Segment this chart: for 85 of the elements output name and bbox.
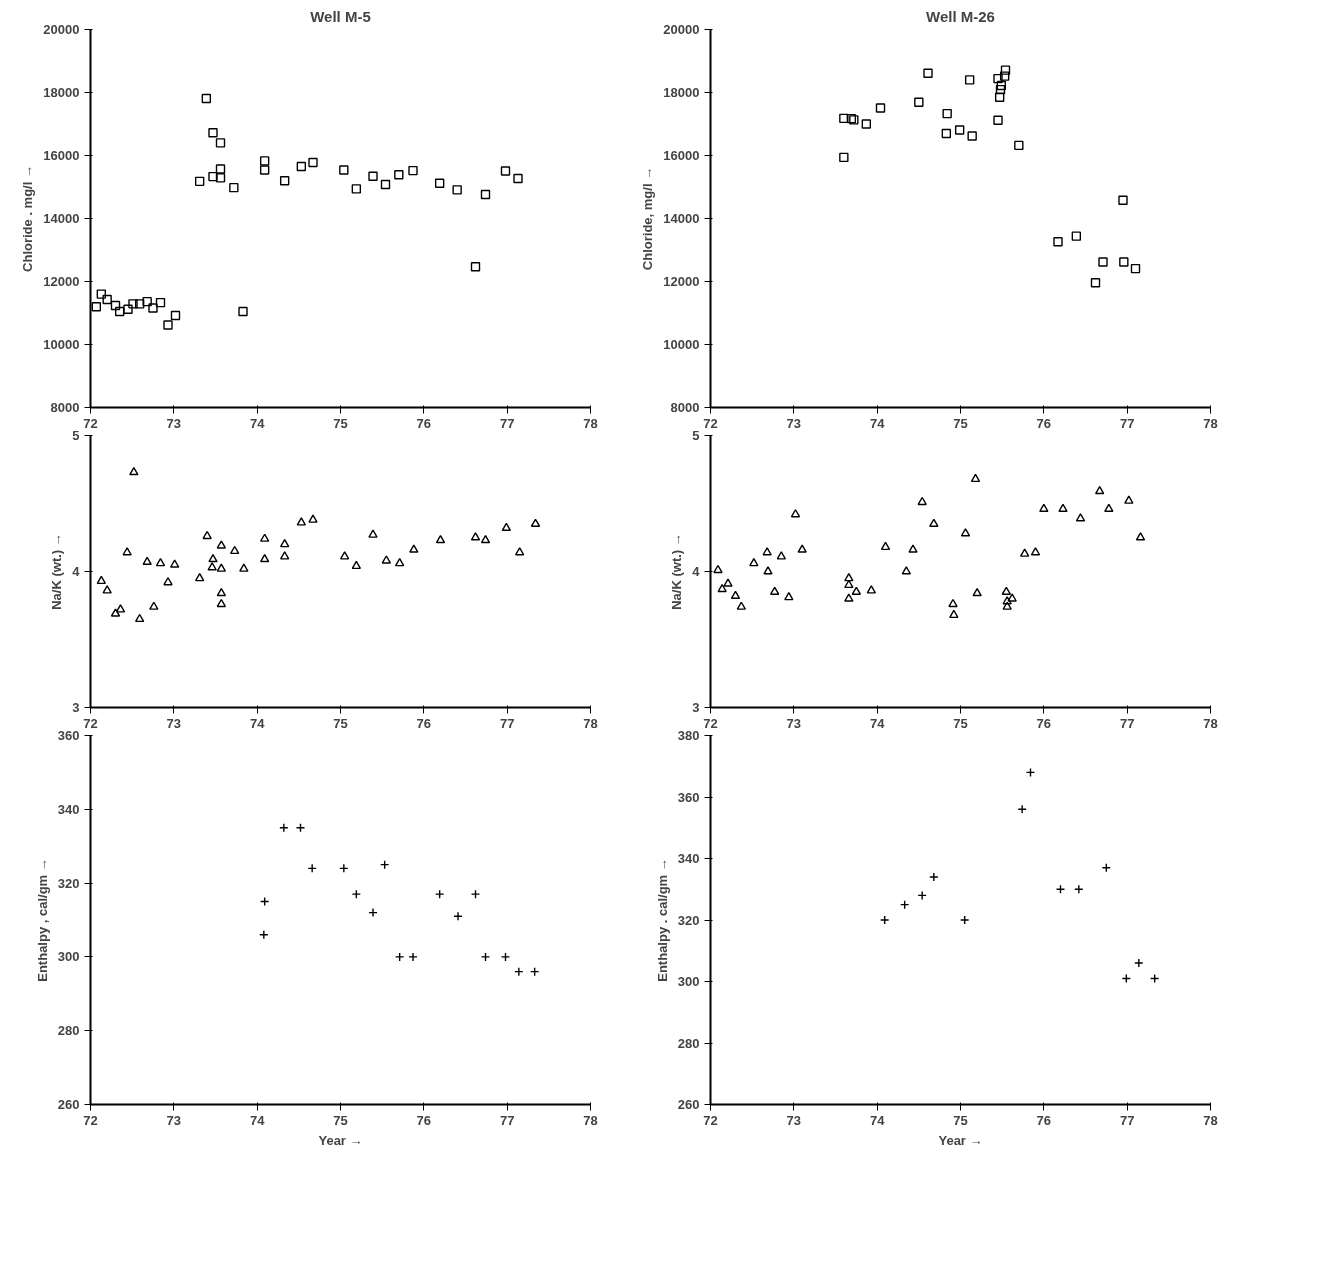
x-tick-label: 75 xyxy=(953,1112,968,1128)
x-tick-label: 73 xyxy=(786,715,802,731)
x-tick-label: 74 xyxy=(249,415,266,431)
y-tick-label: 5 xyxy=(692,428,700,443)
y-tick-label: 16000 xyxy=(663,148,700,163)
y-tick-label: 10000 xyxy=(663,337,700,352)
y-tick-label: 12000 xyxy=(663,274,700,289)
y-tick-label: 3 xyxy=(692,700,700,715)
x-tick-label: 77 xyxy=(499,1112,515,1128)
x-tick-label: 75 xyxy=(333,415,348,431)
x-tick-label: 77 xyxy=(499,415,515,431)
x-tick-label: 73 xyxy=(166,715,182,731)
y-tick-label: 280 xyxy=(677,1035,700,1051)
y-tick-label: 360 xyxy=(677,789,700,805)
y-axis-title: Na/K (wt.) → xyxy=(669,533,685,610)
x-tick-label: 76 xyxy=(1036,1112,1052,1128)
y-tick-label: 260 xyxy=(677,1097,700,1112)
x-tick-label: 74 xyxy=(869,1112,886,1128)
y-axis-title: Chloride, mg/l → xyxy=(640,166,656,271)
chart-title: Well M-5 xyxy=(310,7,371,25)
y-tick-label: 16000 xyxy=(43,148,80,163)
x-tick-label: 76 xyxy=(416,1112,432,1128)
x-tick-label: 75 xyxy=(953,415,968,431)
x-tick-label: 78 xyxy=(583,715,598,731)
y-tick-label: 5 xyxy=(72,428,80,443)
x-tick-label: 77 xyxy=(1119,415,1135,431)
chart-title: Well M-26 xyxy=(926,7,995,25)
y-tick-label: 12000 xyxy=(43,274,80,289)
y-tick-label: 20000 xyxy=(663,22,700,37)
y-tick-label: 320 xyxy=(57,875,80,891)
y-tick-label: 10000 xyxy=(43,337,80,352)
x-tick-label: 72 xyxy=(703,1112,718,1128)
y-axis-title: Chloride . mg/l → xyxy=(20,165,36,272)
x-tick-label: 74 xyxy=(869,715,886,731)
x-tick-label: 72 xyxy=(83,715,98,731)
y-tick-label: 260 xyxy=(57,1097,80,1112)
x-tick-label: 74 xyxy=(249,1112,266,1128)
x-tick-label: 73 xyxy=(786,415,802,431)
y-axis-title: Na/K (wt.) → xyxy=(49,533,65,610)
y-tick-label: 280 xyxy=(57,1023,80,1039)
x-tick-label: 73 xyxy=(166,1112,182,1128)
y-tick-label: 300 xyxy=(57,949,80,965)
x-tick-label: 73 xyxy=(786,1112,802,1128)
y-tick-label: 360 xyxy=(57,728,80,743)
x-axis-title: Year → xyxy=(938,1132,983,1148)
x-tick-label: 76 xyxy=(1036,715,1052,731)
y-axis-title: Enthalpy , cal/gm → xyxy=(34,858,50,982)
x-tick-label: 77 xyxy=(499,715,515,731)
x-tick-label: 72 xyxy=(83,415,98,431)
y-tick-label: 14000 xyxy=(663,211,700,226)
x-tick-label: 78 xyxy=(1203,1112,1218,1128)
x-axis-title: Year → xyxy=(318,1132,363,1148)
y-tick-label: 20000 xyxy=(43,22,80,37)
y-tick-label: 4 xyxy=(72,564,81,579)
x-tick-label: 78 xyxy=(583,415,598,431)
y-tick-label: 8000 xyxy=(670,400,700,415)
x-tick-label: 75 xyxy=(333,715,348,731)
y-tick-label: 340 xyxy=(57,801,80,817)
y-axis-title: Enthalpy . cal/gm → xyxy=(654,858,670,982)
x-tick-label: 76 xyxy=(416,415,432,431)
y-tick-label: 340 xyxy=(677,851,700,866)
y-tick-label: 18000 xyxy=(43,85,80,100)
x-tick-label: 75 xyxy=(333,1112,348,1128)
y-tick-label: 320 xyxy=(677,912,700,928)
y-tick-label: 3 xyxy=(72,700,80,715)
x-tick-label: 72 xyxy=(703,415,718,431)
x-tick-label: 74 xyxy=(249,715,266,731)
x-tick-label: 72 xyxy=(83,1112,98,1128)
x-tick-label: 78 xyxy=(1203,415,1218,431)
x-tick-label: 75 xyxy=(953,715,968,731)
x-tick-label: 76 xyxy=(1036,415,1052,431)
x-tick-label: 73 xyxy=(166,415,182,431)
x-tick-label: 76 xyxy=(416,715,432,731)
x-tick-label: 78 xyxy=(1203,715,1218,731)
y-tick-label: 14000 xyxy=(43,211,80,226)
y-tick-label: 300 xyxy=(677,974,700,989)
x-tick-label: 72 xyxy=(703,715,718,731)
y-tick-label: 380 xyxy=(677,728,700,743)
y-tick-label: 8000 xyxy=(50,400,80,415)
y-tick-label: 18000 xyxy=(663,85,700,100)
x-tick-label: 78 xyxy=(583,1112,598,1128)
x-tick-label: 77 xyxy=(1119,1112,1135,1128)
x-tick-label: 74 xyxy=(869,415,886,431)
x-tick-label: 77 xyxy=(1119,715,1135,731)
y-tick-label: 4 xyxy=(692,564,701,579)
